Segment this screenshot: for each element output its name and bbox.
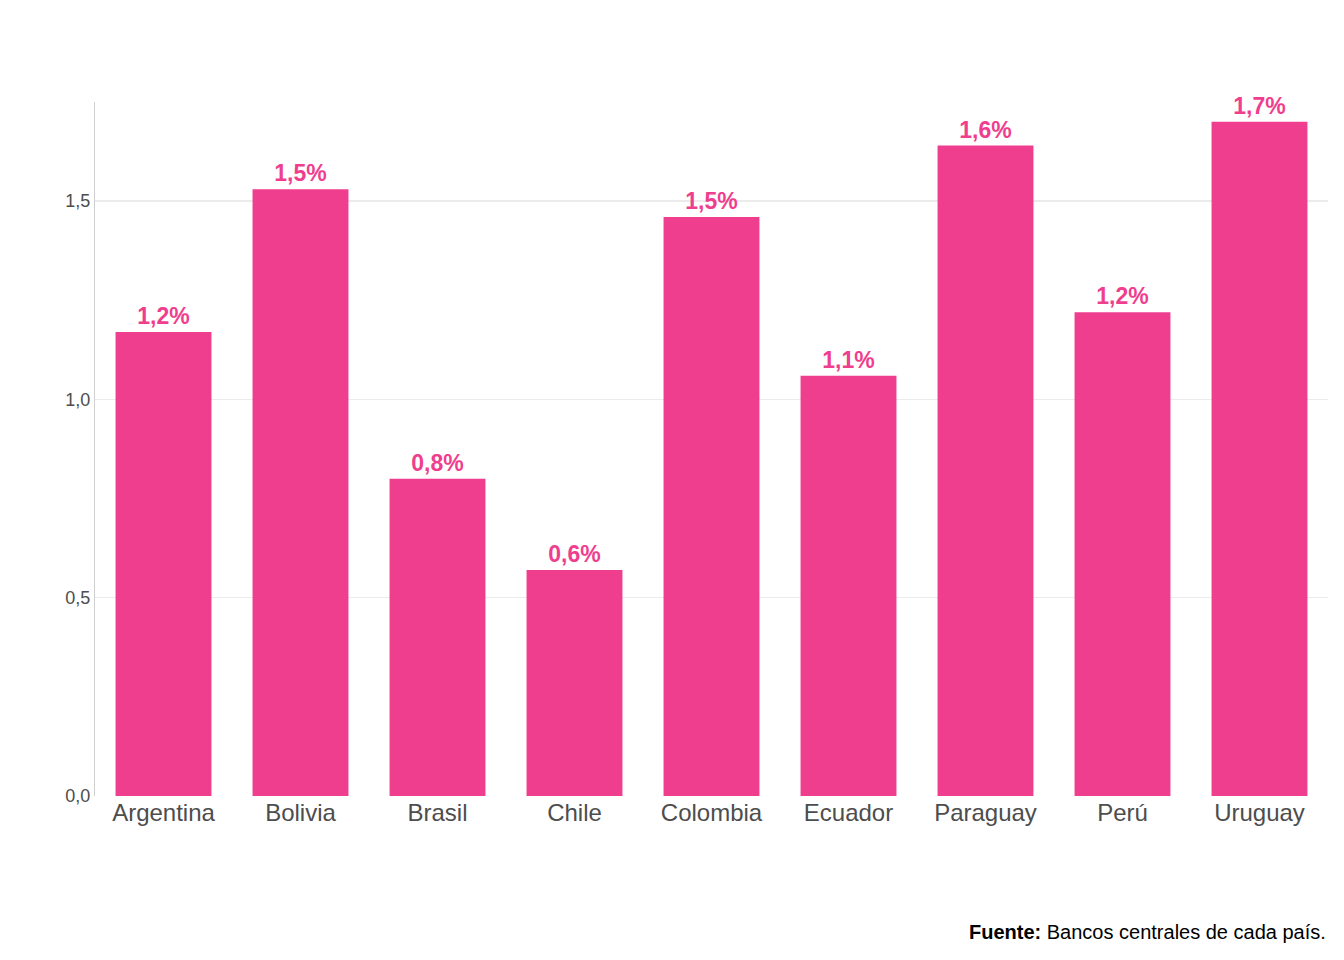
svg-text:Uruguay: Uruguay xyxy=(1214,799,1305,826)
svg-text:0,6%: 0,6% xyxy=(548,541,600,567)
svg-text:Argentina: Argentina xyxy=(112,799,215,826)
svg-text:Colombia: Colombia xyxy=(661,799,763,826)
svg-text:Ecuador: Ecuador xyxy=(804,799,893,826)
svg-text:1,5: 1,5 xyxy=(65,191,90,211)
svg-text:1,5%: 1,5% xyxy=(274,160,326,186)
svg-text:0,0: 0,0 xyxy=(65,786,90,806)
svg-text:Brasil: Brasil xyxy=(407,799,467,826)
svg-text:1,2%: 1,2% xyxy=(137,303,189,329)
svg-text:1,2%: 1,2% xyxy=(1096,283,1148,309)
svg-text:Bolivia: Bolivia xyxy=(265,799,336,826)
svg-text:Paraguay: Paraguay xyxy=(934,799,1037,826)
svg-text:1,0: 1,0 xyxy=(65,390,90,410)
svg-text:1,1%: 1,1% xyxy=(822,347,874,373)
svg-text:Perú: Perú xyxy=(1097,799,1148,826)
svg-text:0,5: 0,5 xyxy=(65,588,90,608)
svg-text:1,5%: 1,5% xyxy=(685,188,737,214)
svg-text:Chile: Chile xyxy=(547,799,602,826)
svg-text:0,8%: 0,8% xyxy=(411,450,463,476)
svg-text:Fuente: Bancos centrales de ca: Fuente: Bancos centrales de cada país. xyxy=(969,921,1326,943)
svg-text:1,6%: 1,6% xyxy=(959,117,1011,143)
svg-text:1,7%: 1,7% xyxy=(1233,93,1285,119)
